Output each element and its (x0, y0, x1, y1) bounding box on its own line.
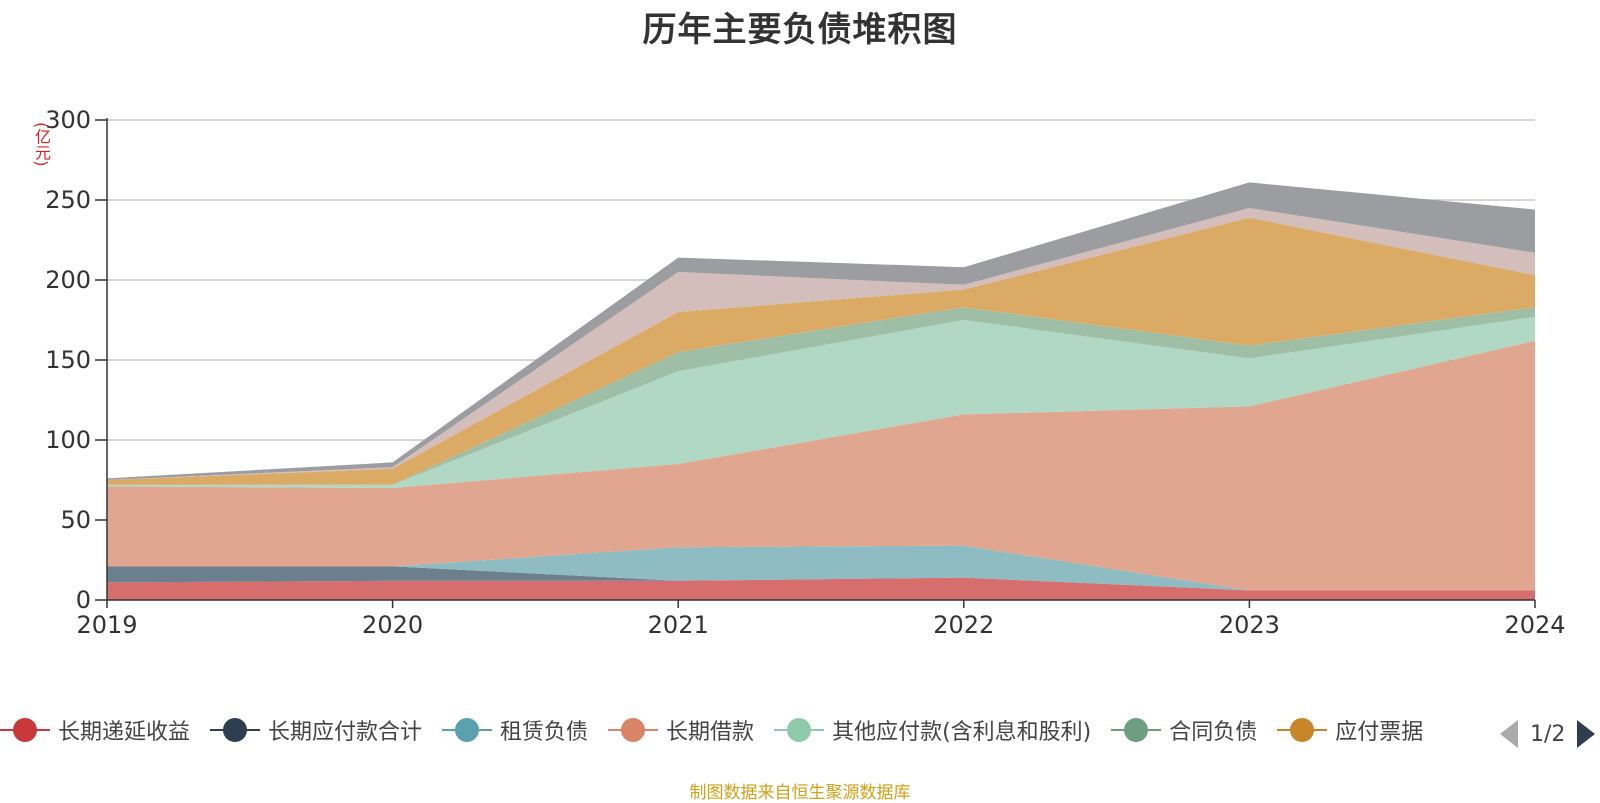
legend-marker-dot (621, 718, 646, 742)
legend-label: 长期应付款合计 (268, 720, 423, 745)
legend-label: 应付票据 (1335, 720, 1424, 745)
legend-label: 长期递延收益 (58, 720, 191, 745)
legend-prev-page-button[interactable] (1500, 720, 1518, 748)
area-series-layer (107, 182, 1535, 600)
legend-marker-icon (1111, 718, 1162, 742)
x-tick-label: 2020 (362, 611, 423, 639)
area-series-4 (107, 316, 1535, 488)
legend-item[interactable]: 长期应付款合计 (210, 714, 422, 746)
legend-label: 合同负债 (1169, 720, 1258, 745)
legend-marker-icon (210, 718, 261, 742)
legend-label: 长期借款 (666, 720, 755, 745)
legend-marker-dot (787, 718, 812, 742)
data-source-note: 制图数据来自恒生聚源数据库 (689, 783, 911, 803)
axes: 0 50 100 150 200 250 300 2019 2020 2021 2022 2023 20… (45, 106, 1565, 639)
legend-item[interactable]: 租赁负债 (442, 714, 588, 746)
legend-page-indicator: 1/2 (1530, 721, 1566, 747)
area-series-7 (107, 208, 1535, 480)
legend-item[interactable]: 应付票据 (1277, 714, 1423, 746)
x-tick-label: 2021 (648, 611, 709, 639)
legend-marker-icon (608, 718, 659, 742)
area-series-6 (107, 217, 1535, 485)
y-tick-label: 50 (60, 506, 91, 534)
x-tick-label: 2024 (1504, 611, 1565, 639)
legend-marker-icon (0, 718, 50, 742)
legend-label: 租赁负债 (500, 720, 589, 745)
legend-item[interactable]: 长期递延收益 (0, 714, 190, 746)
stacked-area-chart: 0 50 100 150 200 250 300 2019 2020 2021 2022 2023 20… (45, 106, 1565, 639)
legend-marker-icon (1277, 718, 1328, 742)
y-axis-unit-label: (亿元) (32, 122, 51, 167)
y-tick-label: 200 (45, 266, 91, 294)
y-tick-label: 300 (45, 106, 91, 134)
y-tick-label: 100 (45, 426, 91, 454)
legend-label: 其他应付款(含利息和股利) (832, 720, 1092, 745)
legend-marker-dot (13, 718, 37, 742)
area-series-3 (107, 340, 1535, 591)
legend-marker-icon (442, 718, 493, 742)
legend-marker-dot (1124, 718, 1149, 742)
legend-item[interactable]: 其他应付款(含利息和股利) (774, 714, 1091, 746)
legend: 长期递延收益 长期应付款合计 租赁负债 长期借款 其他应付款(含利息和股利) 合同负债 应付… (0, 714, 1500, 758)
legend-pager: 1/2 (1500, 716, 1600, 752)
y-tick-label: 150 (45, 346, 91, 374)
legend-marker-dot (1290, 718, 1315, 742)
area-series-1 (107, 566, 1535, 591)
legend-item[interactable]: 长期借款 (608, 714, 754, 746)
legend-item[interactable]: 合同负债 (1111, 714, 1257, 746)
legend-marker-dot (223, 718, 248, 742)
area-series-8 (107, 182, 1535, 480)
area-series-0 (107, 577, 1535, 600)
x-tick-label: 2022 (933, 611, 994, 639)
x-tick-label: 2023 (1219, 611, 1280, 639)
area-series-5 (107, 307, 1535, 485)
y-tick-label: 0 (76, 586, 91, 614)
legend-marker-dot (455, 718, 480, 742)
chart-title: 历年主要负债堆积图 (642, 10, 958, 50)
y-tick-label: 250 (45, 186, 91, 214)
area-series-2 (107, 545, 1535, 591)
x-tick-label: 2019 (76, 611, 137, 639)
legend-next-page-button[interactable] (1577, 720, 1596, 748)
legend-marker-icon (774, 718, 825, 742)
